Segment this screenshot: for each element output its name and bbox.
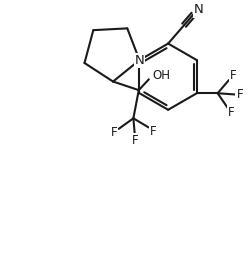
Text: N: N [194,3,204,17]
Text: F: F [236,88,243,101]
Text: F: F [110,126,117,139]
Text: F: F [230,69,236,82]
Text: F: F [150,124,157,138]
Text: F: F [132,134,139,148]
Text: N: N [135,54,144,67]
Text: OH: OH [152,69,170,82]
Text: F: F [228,106,234,119]
